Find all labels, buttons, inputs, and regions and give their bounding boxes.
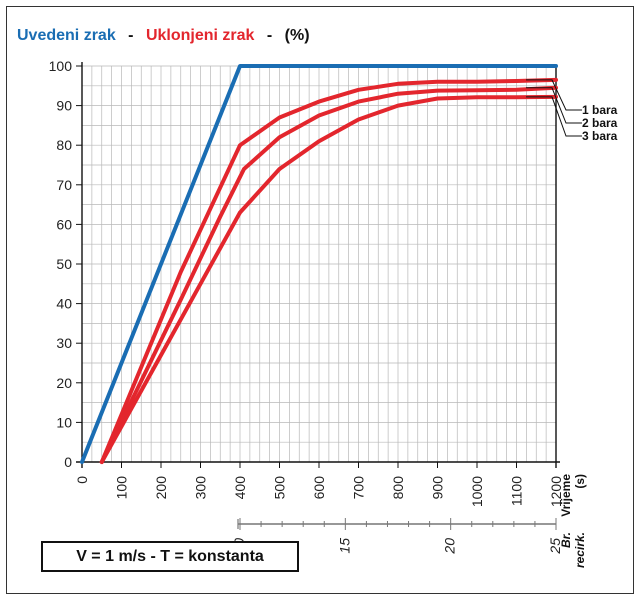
secondary-tick-label: 15	[336, 538, 352, 554]
series-leader-line	[526, 87, 582, 124]
x-tick-label: 0	[74, 476, 90, 484]
title-sep-2: -	[267, 27, 272, 44]
series-leader-line	[526, 96, 582, 137]
x-tick-label: 200	[153, 476, 169, 500]
axes	[76, 62, 560, 530]
x-tick-label: 900	[430, 476, 446, 500]
series-leader-line	[526, 79, 582, 111]
y-tick-label: 90	[56, 98, 72, 114]
series-label: 2 bara	[582, 116, 618, 130]
x-tick-label: 300	[193, 476, 209, 500]
y-tick-label: 50	[56, 256, 72, 272]
y-tick-label: 80	[56, 137, 72, 153]
outlet-series-line	[99, 94, 558, 464]
x-axis-unit: (s)	[573, 474, 587, 489]
secondary-tick-label: 20	[442, 538, 458, 555]
series-label: 1 bara	[582, 103, 618, 117]
chart-title: Uvedeni zrak - Uklonjeni zrak - (%)	[17, 27, 310, 44]
title-outlet: Uklonjeni zrak	[146, 27, 255, 44]
x-tick-label: 800	[390, 476, 406, 500]
outlet-series-line	[99, 85, 558, 464]
title-unit: (%)	[285, 27, 310, 44]
x-tick-label: 100	[114, 476, 130, 500]
x-tick-label: 400	[232, 476, 248, 500]
title-sep-1: -	[128, 27, 133, 44]
chart: Uvedeni zrak - Uklonjeni zrak - (%) 0 10 2…	[17, 27, 618, 568]
series-lines	[80, 64, 558, 464]
inlet-series-line	[80, 64, 558, 464]
secondary-axis-title-2: recirk.	[573, 532, 587, 568]
x-tick-label: 700	[351, 476, 367, 500]
y-tick-label: 0	[64, 454, 72, 470]
grid	[81, 65, 557, 463]
chart-frame: Uvedeni zrak - Uklonjeni zrak - (%) 0 10 2…	[6, 6, 634, 594]
y-tick-label: 20	[56, 375, 72, 391]
x-tick-label: 1100	[509, 476, 525, 506]
series-label: 3 bara	[582, 129, 618, 143]
title-inlet: Uvedeni zrak	[17, 27, 116, 44]
outlet-series-line	[99, 77, 558, 464]
x-tick-label: 500	[272, 476, 288, 500]
y-tick-label: 30	[56, 335, 72, 351]
y-tick-label: 70	[56, 177, 72, 193]
y-tick-label: 40	[56, 296, 72, 312]
x-tick-label: 600	[311, 476, 327, 500]
x-axis-title: Vrijeme	[559, 474, 573, 517]
secondary-axis-title: Br.	[559, 532, 573, 548]
y-tick-label: 10	[56, 414, 72, 430]
x-tick-label: 1200	[548, 476, 564, 507]
secondary-tick-label: 25	[547, 538, 563, 555]
conditions-note: V = 1 m/s - T = konstanta	[41, 541, 299, 572]
y-tick-label: 60	[56, 216, 72, 232]
y-tick-label: 100	[49, 58, 73, 74]
x-tick-label: 1000	[469, 476, 485, 507]
